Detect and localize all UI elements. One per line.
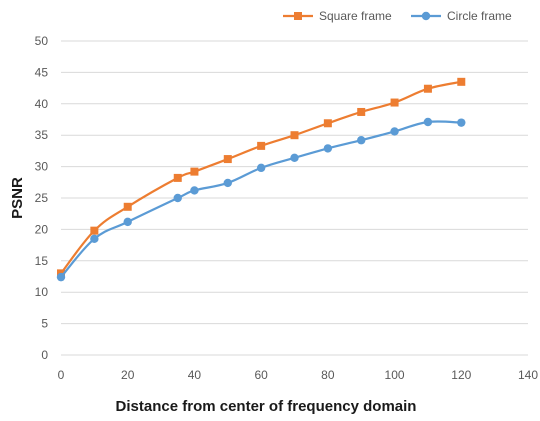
- y-tick-label: 5: [41, 317, 48, 331]
- legend-marker-circle: [421, 11, 431, 21]
- legend-item-square-frame: Square frame: [283, 9, 392, 23]
- series-line-square-frame: [60, 80, 462, 275]
- y-axis-tick-labels: 0 5 10 15 20 25 30 35 40 45 50: [35, 34, 49, 362]
- legend-label: Circle frame: [447, 9, 512, 23]
- data-point-circle: [357, 136, 366, 145]
- data-point-circle: [123, 217, 132, 227]
- data-point-circle: [457, 118, 466, 127]
- data-point-circle: [423, 117, 433, 127]
- data-point-circle: [290, 153, 299, 163]
- data-point-circle: [390, 127, 399, 136]
- data-point-square: [357, 107, 366, 116]
- data-point-square: [390, 98, 399, 107]
- data-point-square: [290, 131, 299, 140]
- legend-item-circle-frame: Circle frame: [411, 9, 512, 23]
- x-axis-tick-labels: 0 20 40 60 80 100 120 140: [58, 368, 539, 382]
- y-tick-label: 15: [35, 254, 49, 268]
- x-tick-label: 120: [451, 368, 471, 382]
- y-tick-label: 40: [35, 97, 49, 111]
- data-point-square: [190, 167, 199, 176]
- data-point-square: [90, 226, 99, 235]
- y-tick-label: 20: [35, 222, 49, 236]
- y-tick-label: 50: [35, 34, 49, 48]
- data-point-square: [323, 119, 332, 128]
- data-point-square: [457, 77, 466, 86]
- data-point-circle: [173, 193, 182, 203]
- gridlines: [61, 40, 528, 325]
- data-point-square: [123, 202, 132, 211]
- data-point-circle: [323, 144, 333, 153]
- y-tick-label: 25: [35, 191, 49, 205]
- y-axis-title: PSNR: [9, 177, 26, 219]
- data-point-square: [223, 155, 232, 164]
- y-tick-label: 30: [35, 160, 49, 174]
- x-axis-title: Distance from center of frequency domain: [116, 398, 417, 415]
- data-point-square: [257, 141, 266, 150]
- y-tick-label: 10: [35, 285, 49, 299]
- x-tick-label: 80: [321, 368, 335, 382]
- x-tick-label: 100: [385, 368, 405, 382]
- data-point-circle: [256, 163, 266, 173]
- data-point-circle: [90, 234, 99, 244]
- legend: Square frame Circle frame: [283, 9, 512, 23]
- y-tick-label: 0: [41, 348, 48, 362]
- data-point-square: [173, 173, 182, 182]
- series-square-frame: [57, 77, 466, 278]
- series-circle-frame: [56, 117, 466, 282]
- y-tick-label: 45: [35, 65, 49, 79]
- data-point-circle: [190, 186, 199, 195]
- legend-marker-square: [294, 12, 302, 20]
- y-tick-label: 35: [35, 128, 49, 142]
- data-point-circle: [223, 178, 232, 188]
- x-tick-label: 0: [58, 368, 65, 382]
- data-point-square: [423, 84, 432, 93]
- series-layer: [56, 77, 466, 282]
- x-tick-label: 40: [188, 368, 202, 382]
- x-tick-label: 60: [254, 368, 268, 382]
- x-tick-label: 20: [121, 368, 135, 382]
- x-tick-label: 140: [518, 368, 538, 382]
- data-point-circle: [56, 272, 66, 282]
- legend-label: Square frame: [319, 9, 392, 23]
